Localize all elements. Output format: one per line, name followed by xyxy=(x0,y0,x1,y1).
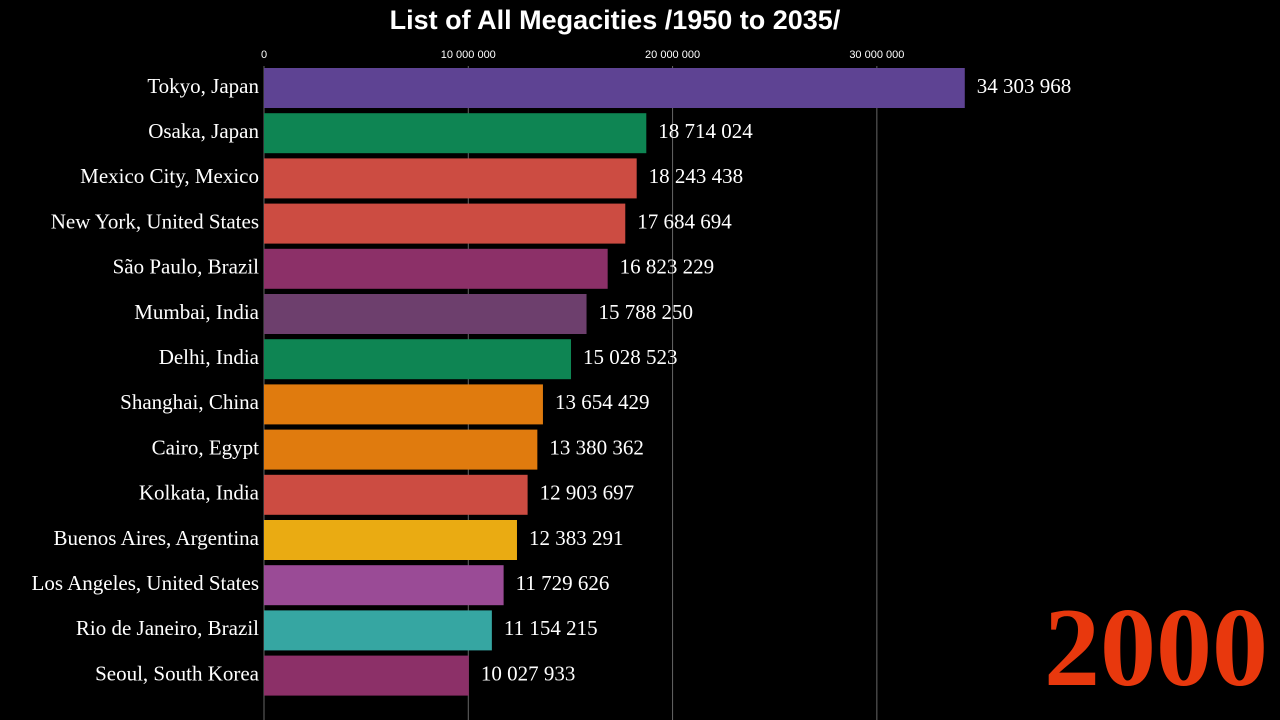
bar xyxy=(264,68,965,108)
x-tick-label: 0 xyxy=(261,49,267,61)
bar xyxy=(264,294,587,334)
x-tick-label: 20 000 000 xyxy=(645,49,700,61)
bar xyxy=(264,248,608,289)
value-label: 15 788 250 xyxy=(599,300,694,324)
category-label: Rio de Janeiro, Brazil xyxy=(76,616,259,640)
chart-title: List of All Megacities /1950 to 2035/ xyxy=(390,5,841,35)
bar xyxy=(264,610,492,651)
bar xyxy=(264,113,647,154)
bar xyxy=(264,158,637,199)
value-label: 18 243 438 xyxy=(649,164,744,188)
bar xyxy=(264,384,543,425)
bar xyxy=(264,520,517,560)
year-annotation: 2000 xyxy=(1044,586,1268,710)
category-label: Shanghai, China xyxy=(120,390,259,414)
category-label: Mumbai, India xyxy=(134,300,259,324)
value-label: 17 684 694 xyxy=(637,209,732,233)
value-label: 12 903 697 xyxy=(540,481,635,505)
bar xyxy=(264,339,572,380)
category-label: Cairo, Egypt xyxy=(152,435,259,459)
value-label: 11 154 215 xyxy=(504,616,598,640)
category-label: Buenos Aires, Argentina xyxy=(53,526,259,550)
x-tick-label: 30 000 000 xyxy=(849,49,904,61)
bar xyxy=(264,655,469,696)
bar xyxy=(264,474,528,515)
category-label: Delhi, India xyxy=(159,345,260,369)
category-label: Osaka, Japan xyxy=(148,119,259,143)
category-label: Mexico City, Mexico xyxy=(80,164,259,188)
bar xyxy=(264,565,504,606)
value-label: 18 714 024 xyxy=(658,119,753,143)
category-label: Los Angeles, United States xyxy=(32,571,259,595)
bar xyxy=(264,429,538,470)
value-label: 16 823 229 xyxy=(620,255,715,279)
x-tick-label: 10 000 000 xyxy=(441,49,496,61)
category-label: Kolkata, India xyxy=(139,481,260,505)
value-label: 13 380 362 xyxy=(549,435,644,459)
category-label: São Paulo, Brazil xyxy=(113,255,260,279)
category-label: New York, United States xyxy=(51,209,259,233)
category-label: Tokyo, Japan xyxy=(147,74,259,98)
value-label: 15 028 523 xyxy=(583,345,678,369)
value-label: 12 383 291 xyxy=(529,526,624,550)
value-label: 11 729 626 xyxy=(516,571,610,595)
value-label: 13 654 429 xyxy=(555,390,650,414)
value-label: 10 027 933 xyxy=(481,661,575,685)
value-label: 34 303 968 xyxy=(977,74,1071,98)
category-label: Seoul, South Korea xyxy=(95,661,260,685)
bar xyxy=(264,203,626,244)
